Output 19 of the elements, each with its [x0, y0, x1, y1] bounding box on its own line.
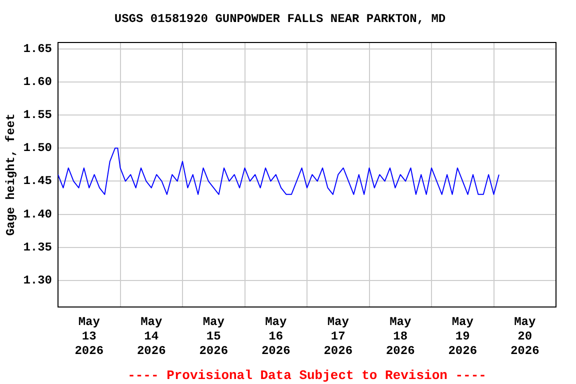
- x-tick-label: May 18 2026: [386, 315, 415, 358]
- y-axis-title: Gage height, feet: [4, 113, 18, 236]
- y-tick-label: 1.55: [23, 108, 52, 122]
- y-tick-label: 1.35: [23, 240, 52, 254]
- y-tick-label: 1.45: [23, 174, 52, 188]
- x-tick-label: May 17 2026: [324, 315, 353, 358]
- x-tick-label: May 19 2026: [448, 315, 478, 358]
- x-tick-label: May 16 2026: [261, 315, 290, 358]
- chart-title: USGS 01581920 GUNPOWDER FALLS NEAR PARKTON, MD: [114, 12, 446, 26]
- x-tick-label: May 15 2026: [199, 315, 228, 358]
- y-tick-label: 1.40: [23, 207, 52, 222]
- x-tick-label: May 14 2026: [136, 315, 166, 358]
- x-tick-label: May 20 2026: [510, 315, 540, 358]
- text: ---- Provisional Data Subject to Revision ----: [128, 368, 486, 383]
- y-tick-label: 1.30: [23, 273, 52, 288]
- y-tick-label: 1.60: [23, 75, 52, 90]
- y-tick-label: 1.65: [23, 42, 52, 56]
- y-tick-label: 1.50: [23, 141, 52, 156]
- x-tick-label: May 13 2026: [74, 315, 104, 358]
